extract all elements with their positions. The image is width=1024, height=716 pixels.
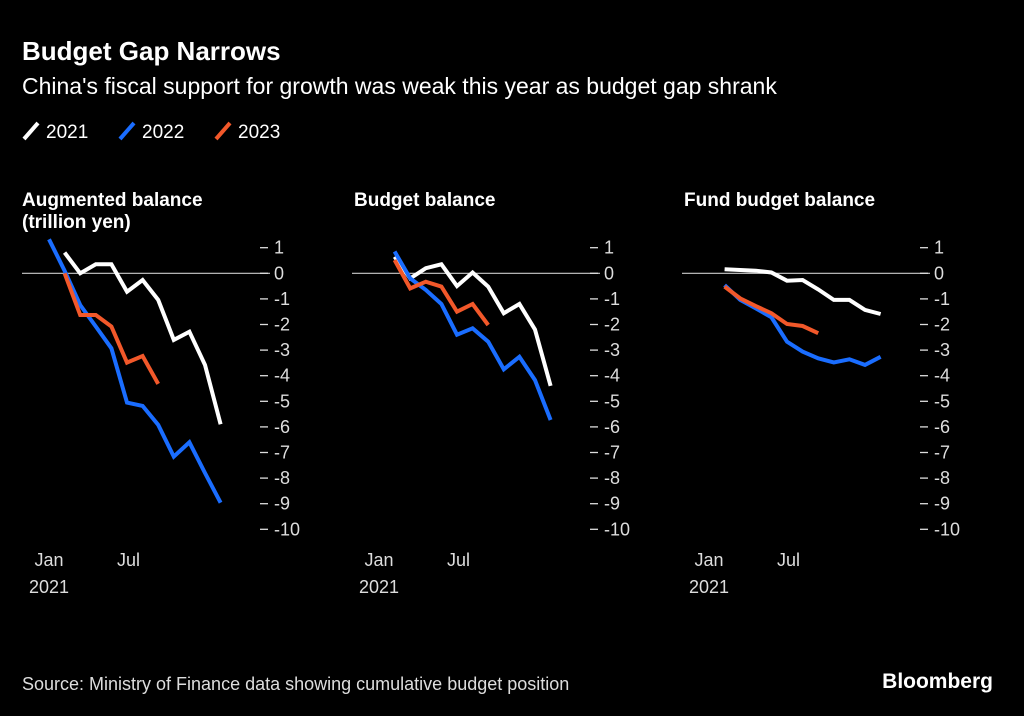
bloomberg-logo: Bloomberg: [882, 670, 993, 693]
y-tick-label: -10: [934, 519, 960, 539]
y-tick-label: -1: [604, 289, 620, 309]
panel-title: Augmented balance: [22, 190, 203, 211]
legend-label: 2022: [142, 122, 184, 143]
panel-title-unit: (trillion yen): [22, 212, 131, 233]
series-line-2023: [723, 285, 820, 336]
x-tick-label: Jul: [447, 550, 470, 570]
series-line-2021: [63, 251, 223, 425]
legend: 2021 2022 2023: [22, 121, 280, 143]
legend-swatch: [214, 121, 232, 141]
series-line-2021: [724, 267, 882, 316]
y-tick-label: 0: [604, 263, 614, 283]
x-tick-label: Jan: [364, 550, 393, 570]
y-tick-label: -10: [274, 519, 300, 539]
y-tick-label: -5: [604, 391, 620, 411]
legend-item-2021: 2021: [22, 121, 88, 143]
panel-title: Budget balance: [354, 190, 495, 211]
y-tick-label: -7: [274, 443, 290, 463]
y-tick-label: -10: [604, 519, 630, 539]
y-tick-label: -6: [934, 417, 950, 437]
y-tick-label: -9: [604, 494, 620, 514]
x-tick-year: 2021: [359, 577, 399, 597]
y-tick-label: -9: [934, 494, 950, 514]
y-tick-label: -3: [274, 340, 290, 360]
y-tick-label: -6: [274, 417, 290, 437]
x-tick-label: Jan: [34, 550, 63, 570]
y-tick-label: -2: [934, 315, 950, 335]
y-tick-label: -2: [604, 315, 620, 335]
y-tick-label: -4: [274, 366, 290, 386]
series-line-2023: [62, 272, 160, 385]
series-line-2021: [392, 255, 553, 387]
legend-swatch: [118, 121, 136, 141]
y-tick-label: -6: [604, 417, 620, 437]
y-tick-label: 1: [274, 238, 284, 258]
series-line-2023: [392, 259, 490, 327]
x-tick-year: 2021: [689, 577, 729, 597]
legend-label: 2021: [46, 122, 88, 143]
panel-1: Augmented balance(trillion yen) 1 0 -1 -2 -3 -…: [22, 190, 300, 597]
y-tick-label: -4: [934, 366, 950, 386]
y-tick-label: -1: [274, 289, 290, 309]
y-tick-label: -3: [934, 340, 950, 360]
legend-item-2023: 2023: [214, 121, 280, 143]
y-tick-label: -7: [934, 443, 950, 463]
y-tick-label: 0: [274, 263, 284, 283]
y-tick-label: -1: [934, 289, 950, 309]
x-tick-label: Jul: [117, 550, 140, 570]
y-tick-label: -5: [934, 391, 950, 411]
y-tick-label: -2: [274, 315, 290, 335]
y-tick-label: -8: [934, 468, 950, 488]
y-tick-label: -3: [604, 340, 620, 360]
x-tick-label: Jan: [694, 550, 723, 570]
y-tick-label: 1: [604, 238, 614, 258]
series-line-2022: [392, 250, 553, 421]
panel-3: Fund budget balance 1 0 -1 -2 -3 -4 -5 -6 -7 -8 -9 -…: [682, 190, 960, 597]
chart-title: Budget Gap Narrows: [22, 36, 281, 66]
panel-title: Fund budget balance: [684, 190, 875, 211]
panel-2: Budget balance 1 0 -1 -2 -3 -4 -5 -6 -7 -8 -9 -10 Jan…: [352, 190, 630, 597]
panels: Augmented balance(trillion yen) 1 0 -1 -2 -3 -…: [22, 190, 960, 597]
legend-item-2022: 2022: [118, 121, 184, 143]
legend-swatch: [22, 121, 40, 141]
source-note: Source: Ministry of Finance data showing…: [22, 674, 569, 694]
series-line-2022: [47, 238, 223, 504]
y-tick-label: -4: [604, 366, 620, 386]
x-tick-year: 2021: [29, 577, 69, 597]
chart-subtitle: China's fiscal support for growth was we…: [22, 73, 777, 99]
y-tick-label: -9: [274, 494, 290, 514]
legend-label: 2023: [238, 122, 280, 143]
y-tick-label: -7: [604, 443, 620, 463]
y-tick-label: 1: [934, 238, 944, 258]
y-tick-label: -8: [604, 468, 620, 488]
y-tick-label: -8: [274, 468, 290, 488]
x-tick-label: Jul: [777, 550, 800, 570]
y-tick-label: 0: [934, 263, 944, 283]
y-tick-label: -5: [274, 391, 290, 411]
